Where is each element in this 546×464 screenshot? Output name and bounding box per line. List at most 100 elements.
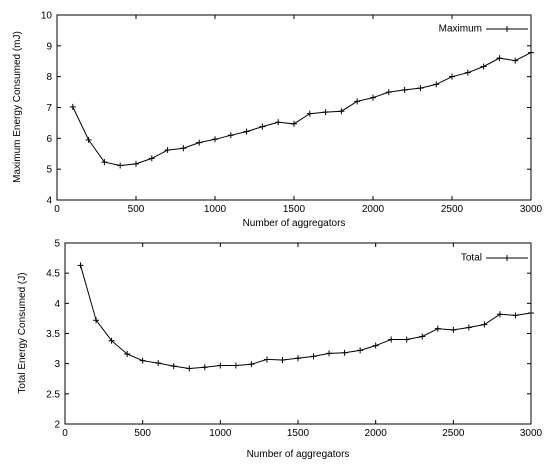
data-point (322, 109, 329, 116)
data-point (449, 73, 455, 80)
data-point (370, 94, 376, 101)
data-point (528, 309, 534, 316)
data-point (385, 89, 392, 96)
data-point (434, 325, 441, 332)
plot-frame (64, 242, 532, 425)
data-point (170, 363, 177, 370)
y-tick-label: 4.5 (46, 269, 60, 280)
data-point (133, 160, 139, 167)
data-point (433, 81, 440, 88)
series-total (77, 262, 534, 372)
y-tick-label: 7 (46, 103, 52, 114)
series-maximum (69, 49, 534, 169)
x-tick-label: 3000 (520, 428, 543, 439)
data-point (279, 357, 286, 364)
data-point (512, 57, 519, 64)
legend-label-total: Total (461, 253, 482, 264)
data-point (417, 85, 424, 92)
data-point (481, 321, 488, 328)
data-point (164, 147, 171, 154)
y-tick-label: 3.5 (46, 329, 60, 340)
y-tick-label: 2.5 (46, 389, 60, 400)
data-point (291, 120, 297, 127)
data-point (196, 139, 203, 146)
x-axis-label: Number of aggregators (247, 449, 350, 460)
x-tick-label: 1500 (287, 428, 310, 439)
data-point (275, 119, 282, 126)
x-tick-label: 1000 (209, 428, 232, 439)
y-axis-label: Maximum Energy Consumed (mJ) (12, 31, 23, 183)
x-tick-label: 0 (54, 204, 60, 215)
data-point (512, 312, 519, 319)
x-tick-label: 1000 (204, 204, 227, 215)
data-point (496, 55, 503, 62)
data-point (117, 162, 124, 169)
y-tick-label: 9 (46, 41, 52, 52)
legend-marker (504, 255, 510, 261)
data-point (388, 336, 395, 343)
y-tick-label: 6 (46, 134, 52, 145)
data-point (464, 69, 471, 76)
x-tick-label: 0 (62, 428, 68, 439)
x-tick-label: 2500 (442, 428, 465, 439)
data-point (232, 362, 239, 369)
y-tick-label: 8 (46, 72, 52, 83)
x-tick-label: 2000 (365, 428, 388, 439)
data-point (338, 108, 345, 115)
x-tick-label: 2500 (441, 204, 464, 215)
data-point (496, 311, 503, 318)
data-point (341, 349, 348, 356)
data-point (180, 145, 187, 152)
y-tick-label: 2 (54, 420, 60, 431)
legend-line-total (486, 255, 528, 261)
data-point (295, 355, 301, 362)
x-tick-label: 500 (134, 428, 151, 439)
series-line (72, 52, 532, 167)
tick-marks (64, 242, 532, 425)
y-tick-label: 5 (46, 165, 52, 176)
x-tick-label: 1500 (283, 204, 306, 215)
data-point (124, 351, 131, 358)
data-point (401, 86, 408, 93)
data-point (148, 155, 155, 162)
y-tick-label: 4 (54, 299, 60, 310)
x-tick-label: 500 (128, 204, 145, 215)
x-axis-label: Number of aggregators (243, 218, 346, 229)
data-point (263, 356, 270, 363)
data-point (243, 128, 250, 135)
data-point (108, 337, 115, 344)
y-tick-label: 10 (41, 11, 53, 22)
legend-line-maximum (486, 26, 528, 32)
data-point (357, 347, 364, 354)
plot-frame (56, 14, 532, 201)
data-point (306, 110, 313, 117)
data-point (480, 63, 487, 70)
tick-marks (56, 14, 532, 201)
data-point (155, 360, 162, 367)
legend: Total (461, 253, 528, 264)
y-tick-label: 3 (54, 359, 60, 370)
data-point (85, 136, 92, 143)
data-point (354, 98, 361, 105)
x-tick-labels: 0 500 1000 1500 2000 2500 3000 (54, 204, 542, 215)
data-point (69, 103, 76, 110)
data-point (227, 132, 234, 139)
series-line (80, 265, 532, 370)
legend: Maximum (439, 24, 528, 35)
data-point (259, 123, 266, 130)
data-point (101, 159, 108, 166)
data-point (248, 361, 255, 368)
data-point (403, 336, 410, 343)
data-point (217, 362, 224, 369)
y-tick-label: 5 (54, 239, 60, 250)
data-point (465, 324, 472, 331)
legend-label-maximum: Maximum (439, 24, 482, 35)
x-tick-label: 2000 (362, 204, 385, 215)
data-point (528, 49, 534, 56)
data-point (310, 353, 317, 360)
legend-marker (504, 26, 510, 32)
data-point (93, 317, 100, 324)
x-tick-labels: 0 500 1000 1500 2000 2500 3000 (62, 428, 542, 439)
data-point (201, 364, 208, 371)
